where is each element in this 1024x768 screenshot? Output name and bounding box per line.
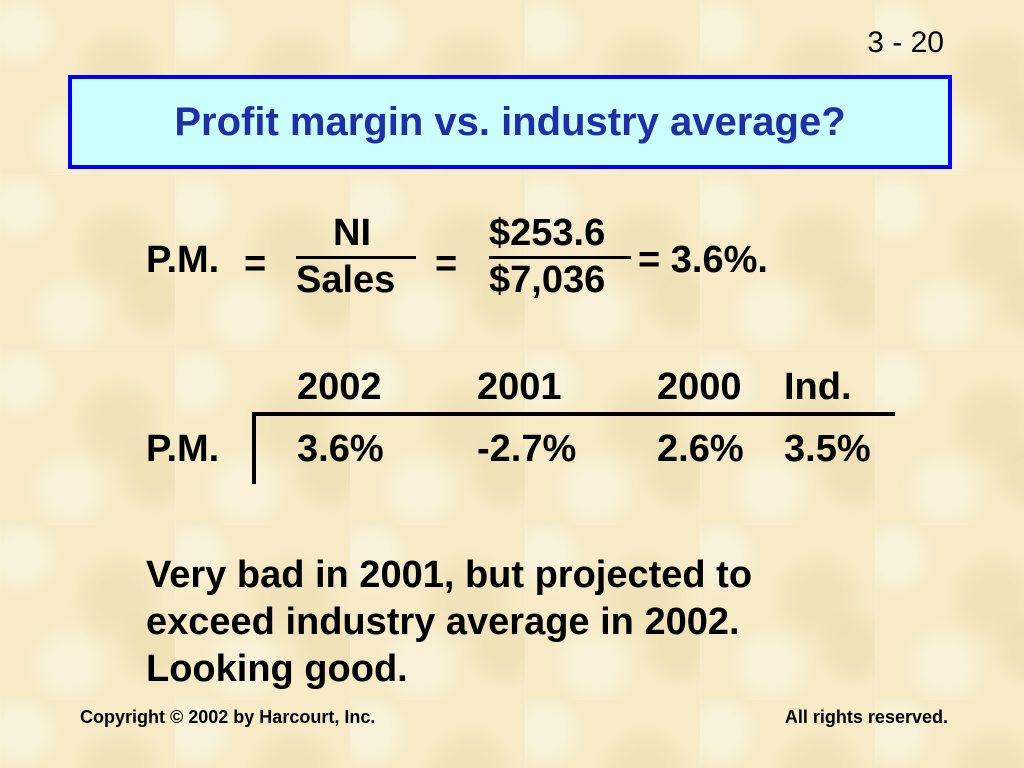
conclusion-line: Very bad in 2001, but projected to [146,554,753,596]
formula-numerator: NI [333,212,371,254]
footer-copyright: Copyright © 2002 by Harcourt, Inc. [80,707,376,727]
table-header: Ind. [784,366,852,408]
formula-label: P.M. [146,239,220,281]
slide-number: 3 - 20 [867,26,944,59]
conclusion-line: exceed industry average in 2002. [146,601,740,643]
title-box: Profit margin vs. industry average? [68,75,952,169]
formula-equals-1: = [244,243,267,285]
slide-title: Profit margin vs. industry average? [174,99,846,144]
formula-numerator-value: $253.6 [489,212,606,254]
table-header: 2002 [297,366,382,408]
table-cell: 3.6% [297,428,384,470]
table-header: 2001 [477,366,562,408]
fraction-line-1 [296,256,416,259]
table-row-label: P.M. [146,428,220,470]
conclusion-text: Very bad in 2001, but projected to excee… [146,552,906,693]
table-cell: 3.5% [784,428,871,470]
table-header: 2000 [657,366,742,408]
formula-denominator: Sales [296,259,396,301]
formula-denominator-value: $7,036 [489,259,606,301]
footer-rights: All rights reserved. [784,707,948,727]
conclusion-line: Looking good. [146,648,408,690]
formula-equals-2: = [435,243,458,285]
formula-result: = 3.6%. [638,239,768,281]
table-cell: 2.6% [657,428,744,470]
fraction-line-2 [489,256,631,259]
table-row-divider [252,412,256,484]
table-cell: -2.7% [477,428,577,470]
table-header-rule [252,412,895,416]
